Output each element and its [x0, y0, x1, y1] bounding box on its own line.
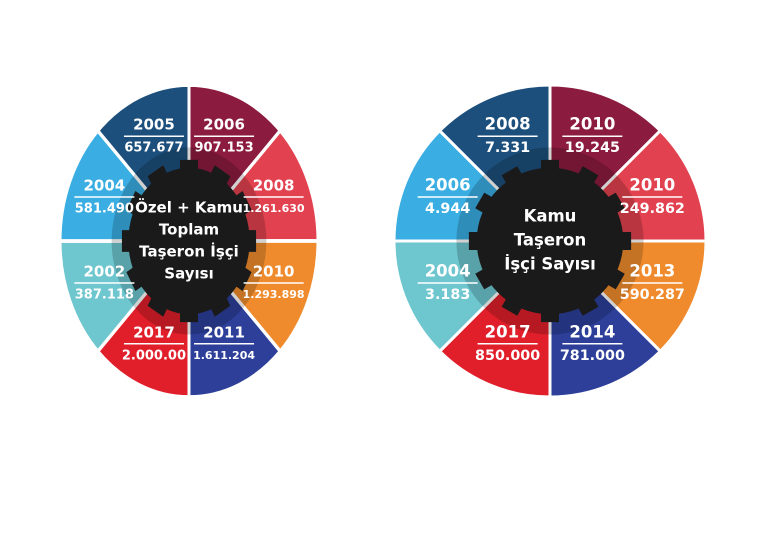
- segment-value: 4.944: [425, 201, 470, 217]
- center-title: Taşeron: [514, 231, 587, 250]
- center-title: Kamu: [524, 206, 577, 225]
- segment-year: 2013: [629, 261, 675, 280]
- segment-value: 907.153: [194, 141, 253, 156]
- center-title: Sayısı: [164, 265, 213, 283]
- center-title: Toplam: [159, 221, 219, 239]
- segment-value: 581.490: [75, 202, 134, 217]
- wheel: 2010 19.245 2010 249.862 2013 590.287 2014 781.…: [392, 83, 708, 399]
- segment-value: 1.611.204: [193, 349, 255, 362]
- segment-year: 2011: [203, 323, 245, 341]
- segment-year: 2017: [485, 322, 531, 341]
- segment-year: 2017: [133, 323, 175, 341]
- segment-value: 781.000: [560, 348, 625, 364]
- segment-value: 657.677: [124, 141, 183, 156]
- hub: [121, 159, 257, 323]
- segment-value: 2.000.00: [122, 348, 186, 363]
- segment-year: 2005: [133, 116, 175, 134]
- wheel: 2006 907.153 2008 1.261.630 2010 1.293.898 201…: [58, 83, 320, 399]
- segment-value: 387.118: [75, 287, 134, 302]
- center-title: Taşeron İşçi: [139, 242, 239, 261]
- segment-year: 2006: [425, 176, 471, 195]
- segment-value: 7.331: [485, 140, 530, 156]
- segment-year: 2002: [84, 262, 126, 280]
- segment-year: 2014: [569, 322, 615, 341]
- segment-value: 3.183: [425, 287, 470, 303]
- segment-value: 1.261.630: [243, 202, 305, 215]
- center-title: İşçi Sayısı: [504, 255, 596, 274]
- wheel-shapes: [58, 83, 320, 399]
- hub-circle: [128, 167, 250, 315]
- segment-year: 2010: [253, 262, 295, 280]
- segment-year: 2004: [84, 177, 126, 195]
- segment-value: 249.862: [620, 201, 685, 217]
- segment-value: 850.000: [475, 348, 540, 364]
- hub: [468, 159, 632, 323]
- segment-year: 2006: [203, 116, 245, 134]
- center-title: Özel + Kamu: [135, 198, 243, 217]
- segment-value: 590.287: [620, 287, 685, 303]
- wheel-shapes: [392, 83, 708, 399]
- segment-year: 2004: [425, 261, 471, 280]
- hub-circle: [476, 167, 624, 315]
- segment-value: 1.293.898: [243, 288, 305, 301]
- segment-value: 19.245: [565, 140, 620, 156]
- segment-year: 2008: [485, 115, 531, 134]
- segment-year: 2008: [253, 177, 295, 195]
- segment-year: 2010: [629, 176, 675, 195]
- segment-year: 2010: [569, 115, 615, 134]
